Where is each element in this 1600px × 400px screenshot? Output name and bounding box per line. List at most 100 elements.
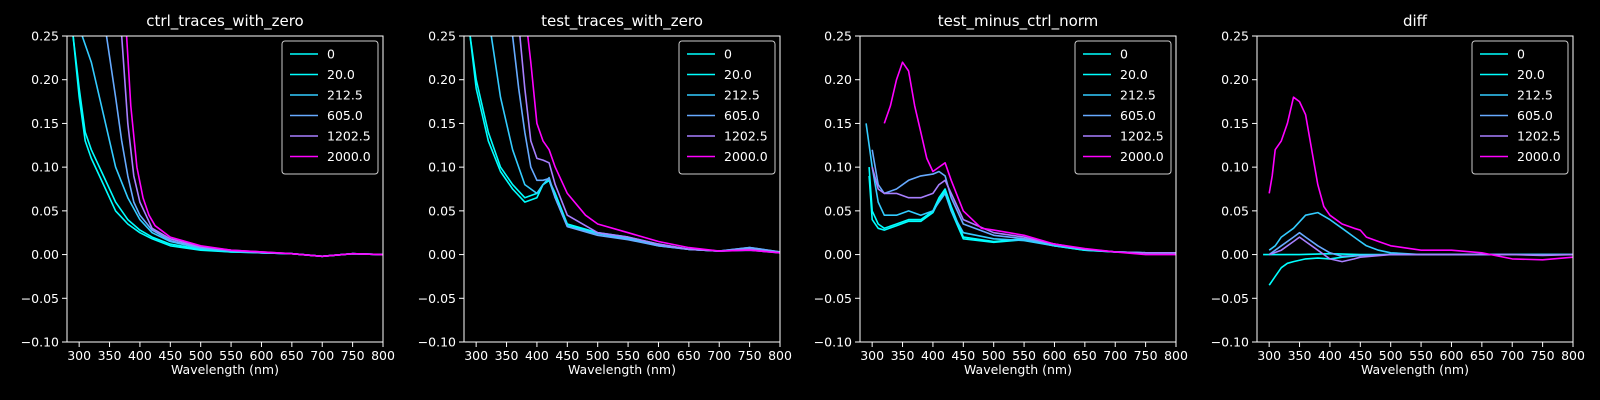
series-group <box>469 36 780 254</box>
chart-panel-3: test_minus_ctrl_norm 300 350 400 450 500 550 60… <box>814 12 1188 377</box>
chart-panel-2: test_traces_with_zero 300 350 400 450 500 550 6… <box>418 12 792 377</box>
series-line-20.0 <box>868 175 1176 254</box>
legend-label: 20.0 <box>724 67 752 82</box>
legend-label: 1202.5 <box>724 129 768 144</box>
y-tick-label: 0.20 <box>1221 72 1249 87</box>
legend: 0 20.0 212.5 605.0 1202.5 2000.0 <box>678 40 776 175</box>
x-tick-label: 350 <box>495 348 519 363</box>
y-tick-label: 0.25 <box>31 29 59 44</box>
x-tick-label: 450 <box>1348 348 1372 363</box>
y-tick-label: 0.10 <box>31 160 59 175</box>
legend-label: 0 <box>724 47 732 62</box>
legend-label: 0 <box>327 47 335 62</box>
y-tick-label: 0.20 <box>428 72 456 87</box>
y-tick-label: 0.15 <box>824 116 852 131</box>
x-tick-label: 450 <box>951 348 975 363</box>
axes-frame <box>66 35 384 343</box>
x-tick-label: 600 <box>250 348 274 363</box>
x-tick-label: 550 <box>1409 348 1433 363</box>
y-tick-label: 0.20 <box>31 72 59 87</box>
x-tick-label: 400 <box>1318 348 1342 363</box>
x-axis-label: Wavelength (nm) <box>171 362 279 377</box>
legend-label: 0 <box>1517 47 1525 62</box>
chart-title: ctrl_traces_with_zero <box>146 12 303 31</box>
axes-frame <box>463 35 781 343</box>
x-tick-label: 300 <box>1257 348 1281 363</box>
x-axis-label: Wavelength (nm) <box>1361 362 1469 377</box>
y-tick-label: 0.00 <box>824 247 852 262</box>
x-tick-label: 350 <box>98 348 122 363</box>
y-tick-label: 0.15 <box>428 116 456 131</box>
chart-panel-1: ctrl_traces_with_zero 300 350 400 450 500 550 6… <box>21 12 395 377</box>
y-tick-label: −0.05 <box>1211 291 1249 306</box>
x-tick-label: 500 <box>1379 348 1403 363</box>
legend-label: 20.0 <box>1120 67 1148 82</box>
x-tick-label: 700 <box>1103 348 1127 363</box>
legend-label: 1202.5 <box>327 129 371 144</box>
chart-panel-4: diff 300 350 400 450 500 550 600 650 700 750 800 −0.… <box>1211 12 1585 377</box>
axes-frame <box>859 35 1177 343</box>
y-tick-label: 0.00 <box>1221 247 1249 262</box>
chart-title: test_traces_with_zero <box>541 12 703 31</box>
y-tick-label: −0.10 <box>814 335 852 350</box>
y-tick-label: 0.05 <box>31 203 59 218</box>
x-tick-label: 750 <box>738 348 762 363</box>
x-tick-label: 300 <box>464 348 488 363</box>
legend-label: 0 <box>1120 47 1128 62</box>
legend-label: 2000.0 <box>1517 149 1561 164</box>
y-tick-label: 0.00 <box>428 247 456 262</box>
x-tick-label: 800 <box>371 348 395 363</box>
legend-label: 212.5 <box>327 88 363 103</box>
x-tick-label: 450 <box>555 348 579 363</box>
x-tick-label: 550 <box>616 348 640 363</box>
y-tick-label: 0.15 <box>31 116 59 131</box>
series-group <box>865 61 1176 256</box>
legend: 0 20.0 212.5 605.0 1202.5 2000.0 <box>1074 40 1172 175</box>
legend-label: 1202.5 <box>1517 129 1561 144</box>
x-tick-label: 300 <box>67 348 91 363</box>
legend-label: 212.5 <box>1517 88 1553 103</box>
x-tick-label: 550 <box>1012 348 1036 363</box>
legend-label: 2000.0 <box>1120 149 1164 164</box>
y-tick-label: 0.10 <box>428 160 456 175</box>
y-tick-label: 0.15 <box>1221 116 1249 131</box>
x-tick-label: 650 <box>677 348 701 363</box>
x-tick-label: 600 <box>647 348 671 363</box>
legend-label: 605.0 <box>1517 108 1553 123</box>
series-group <box>1263 96 1573 286</box>
legend: 0 20.0 212.5 605.0 1202.5 2000.0 <box>1471 40 1569 175</box>
legend-label: 212.5 <box>1120 88 1156 103</box>
x-tick-label: 600 <box>1043 348 1067 363</box>
x-tick-label: 500 <box>982 348 1006 363</box>
x-tick-label: 400 <box>921 348 945 363</box>
x-tick-label: 800 <box>1164 348 1188 363</box>
x-tick-label: 500 <box>586 348 610 363</box>
series-line-2000.0 <box>527 36 780 254</box>
legend: 0 20.0 212.5 605.0 1202.5 2000.0 <box>281 40 379 175</box>
legend-label: 2000.0 <box>327 149 371 164</box>
x-tick-label: 700 <box>1500 348 1524 363</box>
x-tick-label: 600 <box>1440 348 1464 363</box>
y-tick-label: −0.05 <box>814 291 852 306</box>
y-tick-label: 0.25 <box>824 29 852 44</box>
x-tick-label: 650 <box>280 348 304 363</box>
series-line-2000.0 <box>125 36 383 258</box>
y-tick-label: −0.10 <box>1211 335 1249 350</box>
x-tick-label: 800 <box>1561 348 1585 363</box>
x-tick-label: 750 <box>1134 348 1158 363</box>
y-tick-label: 0.00 <box>31 247 59 262</box>
series-group <box>72 36 383 258</box>
y-tick-label: 0.25 <box>1221 29 1249 44</box>
y-tick-label: 0.20 <box>824 72 852 87</box>
y-tick-label: 0.05 <box>428 203 456 218</box>
x-tick-label: 650 <box>1470 348 1494 363</box>
x-tick-label: 650 <box>1073 348 1097 363</box>
legend-label: 605.0 <box>1120 108 1156 123</box>
x-tick-label: 550 <box>219 348 243 363</box>
x-axis-label: Wavelength (nm) <box>964 362 1072 377</box>
x-tick-label: 400 <box>128 348 152 363</box>
x-tick-label: 350 <box>1288 348 1312 363</box>
x-tick-label: 750 <box>1531 348 1555 363</box>
